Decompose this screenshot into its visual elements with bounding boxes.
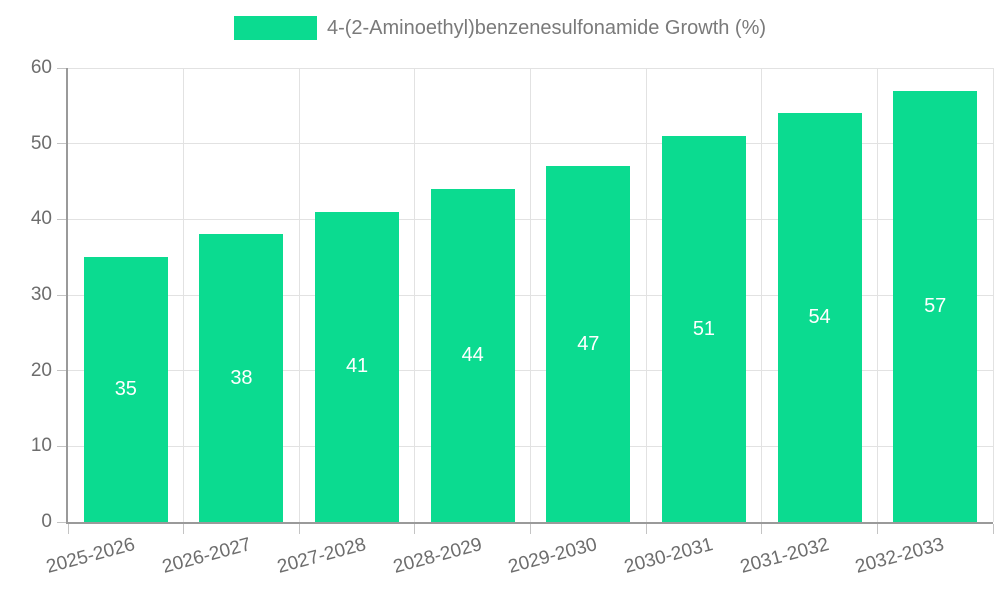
y-tick-mark — [57, 294, 66, 296]
y-tick-label: 20 — [30, 359, 52, 381]
y-tick-mark — [57, 143, 66, 145]
v-gridline — [761, 68, 763, 522]
y-tick-mark — [57, 521, 66, 523]
y-tick-mark — [57, 218, 66, 220]
x-tick-label: 2029-2030 — [506, 534, 600, 578]
bar[interactable]: 57 — [893, 90, 978, 522]
x-tick-label: 2027-2028 — [275, 534, 369, 578]
x-tick-label: 2028-2029 — [390, 534, 485, 578]
v-gridline — [414, 68, 416, 522]
x-tick-mark — [298, 524, 300, 534]
v-gridline — [645, 68, 647, 522]
x-tick-mark — [645, 524, 647, 534]
y-tick-label: 0 — [41, 511, 52, 532]
v-gridline — [530, 68, 531, 522]
bar[interactable]: 38 — [199, 234, 284, 522]
x-tick-mark — [530, 524, 531, 534]
x-tick-label: 2026-2027 — [159, 534, 253, 578]
legend-item[interactable]: 4-(2-Aminoethyl)benzenesulfonamide Growt… — [0, 16, 1000, 40]
legend-swatch-icon — [233, 16, 317, 40]
bar[interactable]: 41 — [315, 211, 400, 522]
bar-value-label: 47 — [577, 332, 600, 355]
y-tick-label: 60 — [30, 57, 52, 78]
y-axis-line — [66, 68, 68, 522]
x-tick-mark — [761, 524, 763, 534]
bar[interactable]: 47 — [546, 166, 631, 522]
y-tick-label: 40 — [30, 208, 52, 230]
y-tick-mark — [57, 370, 66, 372]
x-tick-mark — [414, 524, 416, 534]
v-gridline — [992, 68, 994, 522]
x-axis-line — [66, 522, 993, 524]
y-tick-mark — [57, 67, 66, 69]
bar-value-label: 41 — [345, 355, 369, 378]
x-tick-label: 2031-2032 — [737, 534, 831, 578]
v-gridline — [183, 68, 185, 522]
bar-value-label: 38 — [230, 366, 253, 389]
y-tick-label: 10 — [30, 435, 52, 457]
legend-label: 4-(2-Aminoethyl)benzenesulfonamide Growt… — [326, 17, 767, 39]
bar[interactable]: 35 — [83, 257, 168, 522]
x-tick-mark — [183, 524, 185, 534]
v-gridline — [298, 68, 300, 522]
y-tick-label: 50 — [30, 132, 52, 154]
x-tick-label: 2032-2033 — [853, 534, 947, 578]
x-tick-label: 2030-2031 — [622, 534, 716, 578]
plot-area: 35 2025-2026 38 2026-2027 41 2027-2028 44 2028-… — [44, 67, 994, 578]
y-tick-mark — [57, 445, 66, 447]
bar[interactable]: 51 — [661, 136, 746, 522]
bar-value-label: 57 — [924, 294, 947, 317]
x-tick-mark — [876, 524, 878, 534]
v-gridline — [876, 68, 878, 522]
bar[interactable]: 54 — [777, 113, 862, 522]
bar-value-label: 54 — [808, 306, 831, 329]
x-tick-mark — [992, 524, 994, 534]
x-tick-label: 2025-2026 — [44, 534, 138, 578]
bar-value-label: 51 — [692, 317, 716, 340]
x-tick-mark — [67, 524, 69, 534]
y-tick-label: 30 — [30, 284, 52, 305]
bar-value-label: 35 — [114, 378, 137, 401]
bar-value-label: 44 — [461, 344, 484, 367]
bar[interactable]: 44 — [430, 189, 515, 522]
